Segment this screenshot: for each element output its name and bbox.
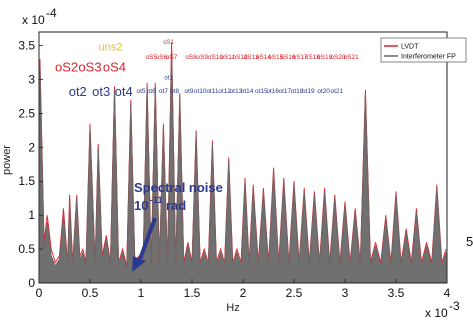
ot-label-small: ot14 — [241, 88, 254, 95]
os-label-small: oS14 — [256, 54, 272, 61]
os-label-small: oS16 — [280, 54, 296, 61]
ot-label-small: ot12 — [218, 88, 231, 95]
x-tick-label: 1 — [138, 286, 145, 300]
os-label-small: oS19 — [317, 54, 333, 61]
ot-label-small: ot21 — [331, 88, 344, 95]
ot-label-small: ot11 — [206, 88, 219, 95]
y-tick-label: 3.5 — [18, 39, 35, 53]
ot-label-small: ot6 — [147, 88, 156, 95]
legend: LVDT Interferometer FP — [380, 37, 467, 63]
ot-label-small: ot8 — [170, 88, 179, 95]
ot1-label: ot1 — [164, 75, 173, 81]
ot-label-small: ot13 — [230, 88, 243, 95]
uns-label: uns2 — [98, 41, 122, 53]
ot-label-small: ot7 — [159, 88, 168, 95]
spectral-noise-base: 10 — [134, 198, 148, 213]
y-tick-label: 3 — [28, 72, 35, 86]
spectral-noise-exponent: -11 — [150, 195, 163, 205]
x-tick-label: 0 — [36, 286, 43, 300]
y-tick-label: 2 — [28, 140, 35, 154]
x-tick-label: 2.5 — [286, 286, 303, 300]
os-label-small: oS5 — [145, 54, 157, 61]
x-tick-label: 2 — [240, 286, 247, 300]
os-label-small: oS6 — [156, 54, 168, 61]
os-label-small: oS7 — [166, 54, 178, 61]
os-label-small: oS17 — [293, 54, 309, 61]
os-label-small: oS13 — [244, 54, 260, 61]
os1-label: oS1 — [163, 40, 174, 46]
right-edge-glyph: 5 — [466, 234, 473, 249]
spectral-noise-arrowhead — [132, 256, 146, 272]
ot-label-small: ot18 — [291, 88, 304, 95]
ot-label-small: ot20 — [317, 88, 330, 95]
os-label-large: oS4 — [103, 59, 126, 74]
os-label-large: oS2 — [55, 59, 78, 74]
os-label-small: oS12 — [232, 54, 248, 61]
y-tick-label: 1.5 — [18, 174, 35, 188]
os-label-small: oS15 — [268, 54, 284, 61]
ot-label-small: ot16 — [266, 88, 279, 95]
ot-label-small: ot5 — [136, 88, 145, 95]
y-multiplier-exponent: -4 — [46, 6, 57, 20]
x-multiplier-exponent: -3 — [449, 299, 460, 313]
os-label-small: oS18 — [305, 54, 321, 61]
os-label-small: oS20 — [330, 54, 346, 61]
os-label-small: oS11 — [220, 54, 235, 61]
x-tick-label: 3 — [342, 286, 349, 300]
ot-label-large: ot3 — [92, 84, 110, 99]
x-multiplier: x 10 — [425, 306, 448, 320]
x-axis-label: Hz — [226, 302, 239, 314]
y-tick-label: 0.5 — [18, 242, 35, 256]
x-tick-label: 3.5 — [388, 286, 405, 300]
ot-label-small: ot15 — [255, 88, 268, 95]
os-label-small: oS8 — [185, 54, 197, 61]
y-tick-label: 2.5 — [18, 106, 35, 120]
x-tick-label: 1.5 — [184, 286, 201, 300]
legend-box — [380, 37, 467, 63]
ticks-layer: 0 0.5 1 1.5 2 2.5 3 3.5 4 0 0.5 1 1.5 2 2.5 3 3.5 — [18, 39, 450, 300]
y-axis-label: power — [1, 145, 13, 175]
ot-label-large: ot2 — [69, 84, 87, 99]
y-tick-label: 1 — [28, 208, 35, 222]
ot-label-small: ot17 — [278, 88, 291, 95]
ot-label-small: ot10 — [194, 88, 207, 95]
y-multiplier: x 10 — [22, 13, 45, 27]
os-label-small: oS10 — [208, 54, 224, 61]
series-line-interferometer — [39, 45, 447, 270]
ot-label-small: ot19 — [302, 88, 315, 95]
series-layer — [39, 42, 447, 284]
os-label-small: oS9 — [196, 54, 208, 61]
ot-label-small: ot9 — [184, 88, 193, 95]
x-tick-label: 4 — [444, 286, 451, 300]
spectral-noise-arrow-shaft — [137, 217, 157, 263]
spectral-noise-unit: rad — [166, 198, 186, 213]
spectral-noise-line1: Spectral noise — [134, 180, 223, 195]
x-tick-label: 0.5 — [82, 286, 99, 300]
os-label-small: oS21 — [344, 54, 360, 61]
spectral-noise-annotation: Spectral noise 10 -11 rad — [132, 180, 223, 272]
os-label-large: oS3 — [78, 59, 101, 74]
y-tick-label: 0 — [28, 276, 35, 290]
legend-label-lvdt: LVDT — [401, 44, 419, 51]
ot-label-large: ot4 — [115, 84, 133, 99]
legend-label-interferometer: Interferometer FP — [401, 54, 456, 61]
